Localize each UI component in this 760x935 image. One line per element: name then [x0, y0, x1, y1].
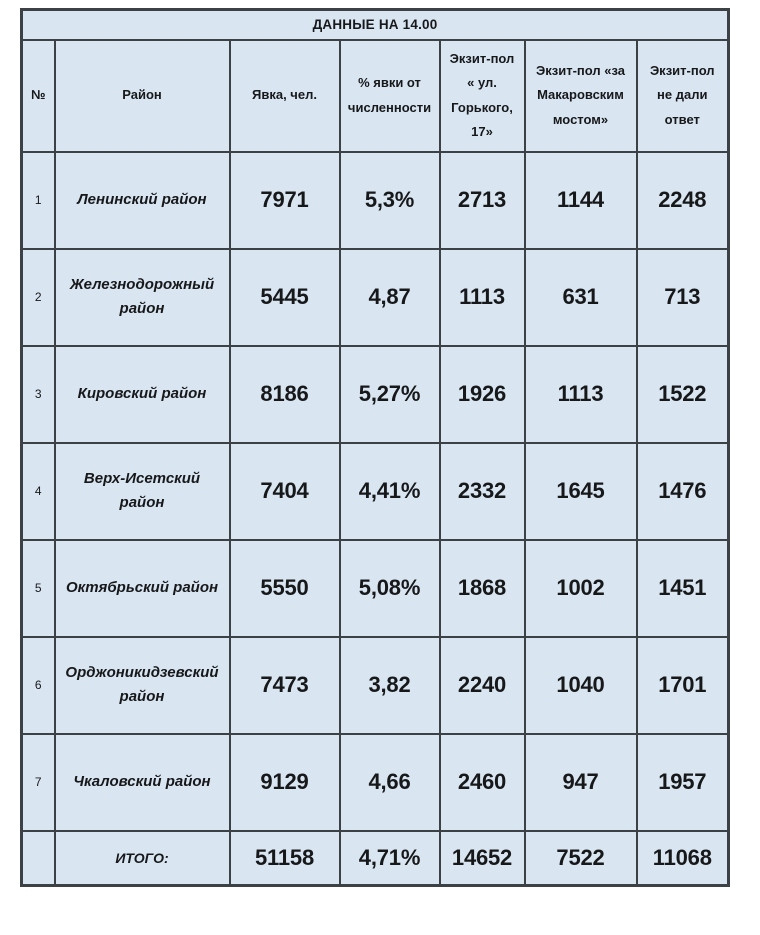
cell-district: Кировский район — [53, 344, 231, 444]
cell-exit-poll-gorkogo: 2713 — [438, 150, 526, 250]
cell-exit-poll-no-answer: 1451 — [635, 538, 730, 638]
table-row: 3 Кировский район 8186 5,27% 1926 1113 1… — [20, 344, 730, 444]
cell-turnout-pct: 4,87 — [338, 247, 441, 347]
cell-exit-poll-no-answer: 1957 — [635, 732, 730, 832]
totals-exit-poll-gorkogo: 14652 — [438, 829, 526, 887]
cell-turnout: 7971 — [228, 150, 341, 250]
totals-exit-poll-makarovsky: 7522 — [523, 829, 638, 887]
col-header-district: Район — [53, 38, 231, 153]
cell-turnout-pct: 5,08% — [338, 538, 441, 638]
table-row: 2 Железнодорожный район 5445 4,87 1113 6… — [20, 247, 730, 347]
cell-district: Верх-Исетский район — [53, 441, 231, 541]
col-header-num: № — [20, 38, 56, 153]
col-header-exit-poll-gorkogo: Экзит-пол « ул. Горького, 17» — [438, 38, 526, 153]
table-row: 1 Ленинский район 7971 5,3% 2713 1144 22… — [20, 150, 730, 250]
cell-num: 2 — [20, 247, 56, 347]
col-header-turnout: Явка, чел. — [228, 38, 341, 153]
cell-turnout: 7404 — [228, 441, 341, 541]
table-row: 4 Верх-Исетский район 7404 4,41% 2332 16… — [20, 441, 730, 541]
totals-label: ИТОГО: — [53, 829, 231, 887]
cell-turnout: 9129 — [228, 732, 341, 832]
cell-exit-poll-makarovsky: 1645 — [523, 441, 638, 541]
table-header-row: № Район Явка, чел. % явки от численности… — [20, 38, 730, 153]
cell-turnout-pct: 4,66 — [338, 732, 441, 832]
cell-district: Железнодорожный район — [53, 247, 231, 347]
cell-exit-poll-no-answer: 1476 — [635, 441, 730, 541]
cell-exit-poll-no-answer: 1701 — [635, 635, 730, 735]
cell-turnout: 5550 — [228, 538, 341, 638]
table-title-row: ДАННЫЕ НА 14.00 — [20, 8, 730, 41]
cell-exit-poll-no-answer: 713 — [635, 247, 730, 347]
table-row: 6 Орджоникидзевский район 7473 3,82 2240… — [20, 635, 730, 735]
totals-turnout-pct: 4,71% — [338, 829, 441, 887]
col-header-exit-poll-makarovsky: Экзит-пол «за Макаровским мостом» — [523, 38, 638, 153]
turnout-table: ДАННЫЕ НА 14.00 № Район Явка, чел. % явк… — [20, 8, 731, 887]
cell-num: 6 — [20, 635, 56, 735]
table-row: 7 Чкаловский район 9129 4,66 2460 947 19… — [20, 732, 730, 832]
cell-exit-poll-gorkogo: 2460 — [438, 732, 526, 832]
cell-exit-poll-makarovsky: 1144 — [523, 150, 638, 250]
totals-row: ИТОГО: 51158 4,71% 14652 7522 11068 — [20, 829, 730, 887]
cell-exit-poll-makarovsky: 1002 — [523, 538, 638, 638]
cell-exit-poll-gorkogo: 2240 — [438, 635, 526, 735]
cell-num: 3 — [20, 344, 56, 444]
col-header-exit-poll-no-answer: Экзит-пол не дали ответ — [635, 38, 730, 153]
col-header-turnout-pct: % явки от численности — [338, 38, 441, 153]
cell-exit-poll-gorkogo: 2332 — [438, 441, 526, 541]
totals-exit-poll-no-answer: 11068 — [635, 829, 730, 887]
cell-exit-poll-makarovsky: 631 — [523, 247, 638, 347]
table-row: 5 Октябрьский район 5550 5,08% 1868 1002… — [20, 538, 730, 638]
cell-district: Чкаловский район — [53, 732, 231, 832]
cell-exit-poll-makarovsky: 1040 — [523, 635, 638, 735]
cell-num: 5 — [20, 538, 56, 638]
cell-num: 4 — [20, 441, 56, 541]
cell-turnout: 5445 — [228, 247, 341, 347]
cell-exit-poll-makarovsky: 947 — [523, 732, 638, 832]
cell-turnout-pct: 5,27% — [338, 344, 441, 444]
totals-turnout: 51158 — [228, 829, 341, 887]
cell-num: 1 — [20, 150, 56, 250]
cell-exit-poll-gorkogo: 1113 — [438, 247, 526, 347]
cell-district: Орджоникидзевский район — [53, 635, 231, 735]
table-title: ДАННЫЕ НА 14.00 — [20, 8, 730, 41]
cell-district: Ленинский район — [53, 150, 231, 250]
cell-turnout-pct: 5,3% — [338, 150, 441, 250]
cell-exit-poll-no-answer: 2248 — [635, 150, 730, 250]
cell-turnout: 8186 — [228, 344, 341, 444]
cell-district: Октябрьский район — [53, 538, 231, 638]
cell-turnout-pct: 4,41% — [338, 441, 441, 541]
cell-num: 7 — [20, 732, 56, 832]
totals-num-cell — [20, 829, 56, 887]
cell-exit-poll-no-answer: 1522 — [635, 344, 730, 444]
cell-turnout-pct: 3,82 — [338, 635, 441, 735]
cell-exit-poll-makarovsky: 1113 — [523, 344, 638, 444]
cell-exit-poll-gorkogo: 1926 — [438, 344, 526, 444]
cell-exit-poll-gorkogo: 1868 — [438, 538, 526, 638]
cell-turnout: 7473 — [228, 635, 341, 735]
